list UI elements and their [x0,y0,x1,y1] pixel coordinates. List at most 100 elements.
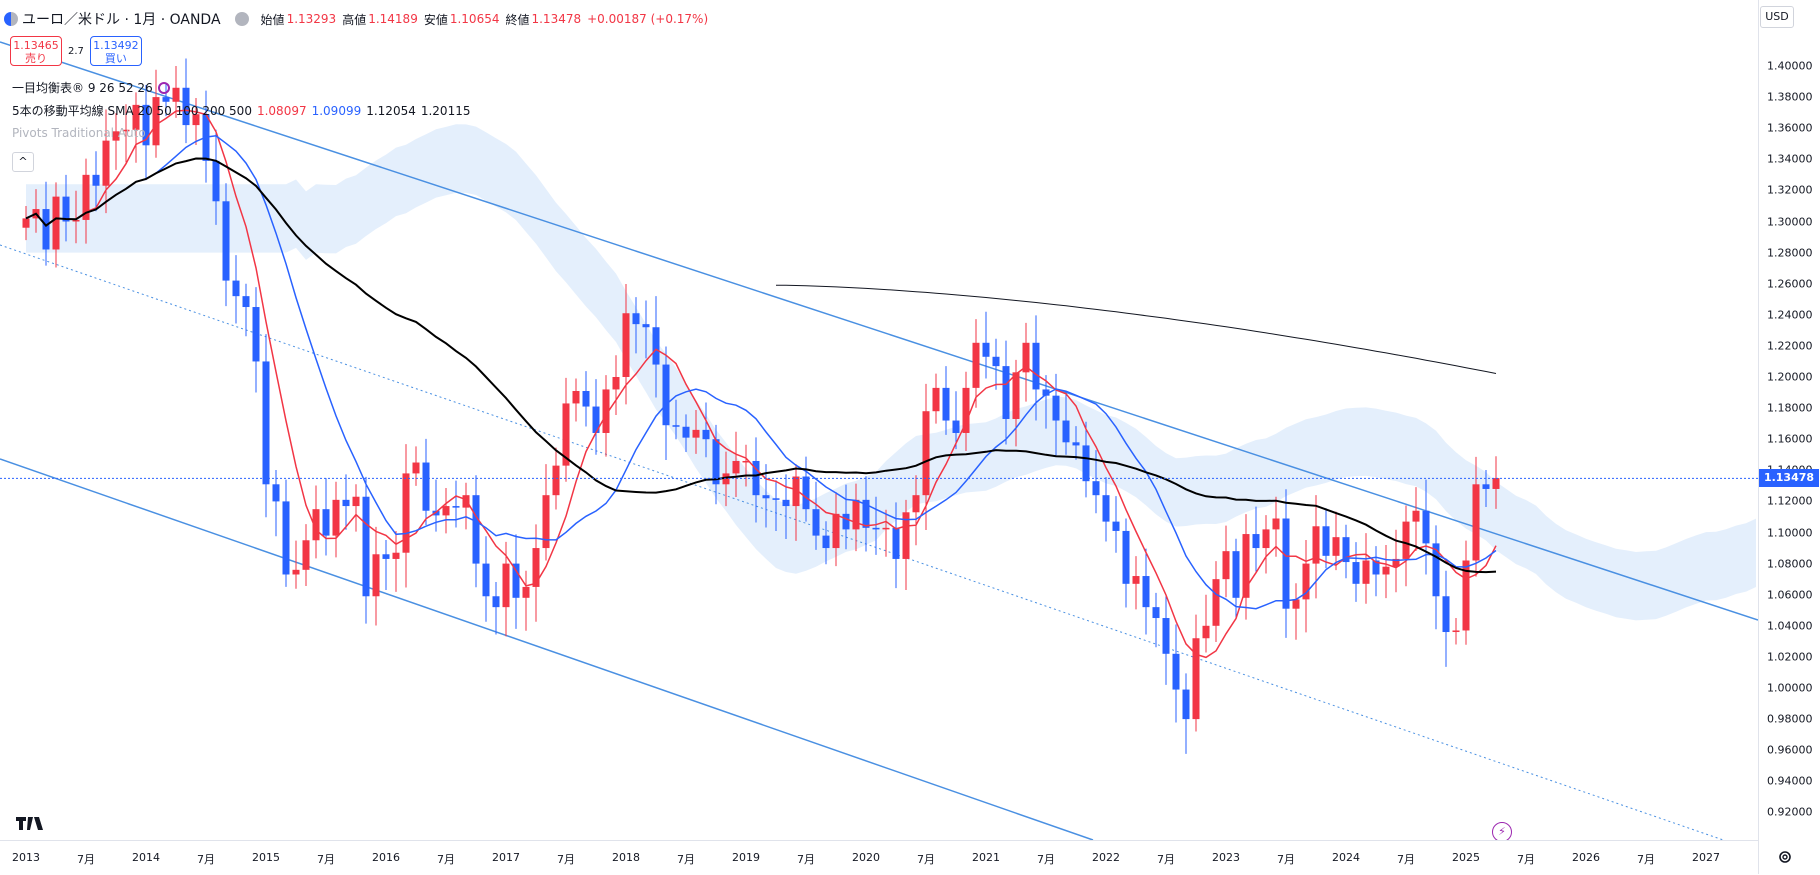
price-chart[interactable] [0,0,1758,840]
currency-flag-icon [4,12,18,26]
candle [282,479,290,587]
candle [1162,596,1170,685]
candle [1362,533,1370,604]
candle [1022,322,1030,402]
candle [592,379,600,455]
sell-price: 1.13465 [13,39,59,52]
ichimoku-legend[interactable]: 一目均衡表® 9 26 52 26 [12,79,170,96]
candle [1192,614,1200,732]
sell-button[interactable]: 1.13465 売り [10,36,62,66]
time-tick: 2016 [372,851,400,864]
candle [972,319,980,408]
candle [402,444,410,588]
market-status-icon[interactable] [234,12,249,26]
high-label: 高値 [342,12,367,27]
candle [262,334,270,518]
candle [232,255,240,324]
candle [1002,340,1010,445]
candle [462,482,470,530]
settings-gear-icon[interactable] [1776,848,1794,866]
price-tick: 0.96000 [1767,743,1813,757]
candle [512,534,520,629]
time-tick: 2022 [1092,851,1120,864]
sma100-value: 1.12054 [366,103,416,118]
price-tick: 1.24000 [1767,308,1813,322]
channel-upper-line[interactable] [0,41,1758,621]
time-tick: 2015 [252,851,280,864]
candle [1292,583,1300,640]
time-tick: 7月 [77,853,95,866]
high-value: 1.14189 [368,12,418,26]
candle [1222,525,1230,598]
sma20-value: 1.08097 [256,103,307,118]
candle [612,355,620,415]
lightning-icon[interactable]: ⚡ [1492,822,1512,840]
candle [1402,505,1410,587]
candle [132,92,140,163]
candle [1482,469,1490,507]
sma-legend[interactable]: 5本の移動平均線 SMA 20 50 100 200 500 1.08097 1… [12,102,470,119]
time-tick: 2025 [1452,851,1480,864]
candle [1262,515,1270,574]
channel-lower-line[interactable] [0,458,1094,840]
candle [782,474,790,540]
candle [362,476,370,624]
candle [1372,546,1380,597]
candle [682,414,690,452]
candle [192,98,200,145]
candle [1232,538,1240,618]
candle [1152,592,1160,648]
candle [1252,506,1260,572]
time-tick: 2021 [972,851,1000,864]
time-tick: 2020 [852,851,880,864]
price-tick: 1.02000 [1767,650,1813,664]
tradingview-logo[interactable] [16,815,50,836]
candle [692,409,700,454]
price-tick: 1.40000 [1767,59,1813,73]
pivots-legend[interactable]: Pivots Traditional Auto [12,126,146,140]
candle [842,484,850,550]
buy-button[interactable]: 1.13492 買い [89,36,142,66]
candle [1452,618,1460,645]
candle [1282,489,1290,638]
time-tick: 7月 [1037,853,1055,866]
candle [822,521,830,565]
price-tick: 1.20000 [1767,370,1813,384]
time-tick: 7月 [677,853,695,866]
chart-pane[interactable]: ユーロ／米ドル · 1月 · OANDA 始値 1.13293 高値 1.14189… [0,0,1758,840]
candle [562,377,570,482]
open-label: 始値 [260,12,285,27]
candle [1352,542,1360,602]
candle [1322,508,1330,569]
time-tick: 7月 [1517,853,1535,866]
candle [332,481,340,558]
candle [1052,373,1060,456]
symbol-title[interactable]: ユーロ／米ドル · 1月 · OANDA [22,12,221,28]
sma50-line [25,135,1497,610]
currency-selector[interactable]: USD [1760,6,1794,28]
candle [1132,556,1140,610]
candle [922,383,930,531]
indicator-settings-icon[interactable] [157,81,170,94]
price-tick: 1.26000 [1767,277,1813,291]
price-scale[interactable]: 0.92000 0.94000 0.96000 0.98000 1.00000 1.020… [1758,0,1820,874]
candle [872,496,880,555]
time-tick: 7月 [1397,853,1415,866]
time-tick: 7月 [1277,853,1295,866]
candle [182,58,190,144]
candle [862,476,870,552]
candle [1332,511,1340,571]
collapse-legend-button[interactable]: ^ [12,152,34,172]
candle [302,524,310,586]
candle [1492,456,1500,509]
candle [1062,391,1070,455]
candle [152,69,160,158]
sma200-line [776,284,1497,374]
candle [52,182,60,268]
time-tick: 2014 [132,851,160,864]
time-scale[interactable]: 2013 7月 2014 7月 2015 7月 2016 7月 2017 7月 2018 7月 2019… [0,840,1758,875]
candle [212,129,220,225]
time-tick: 2026 [1572,851,1600,864]
candle [1082,421,1090,498]
candle [352,484,360,532]
